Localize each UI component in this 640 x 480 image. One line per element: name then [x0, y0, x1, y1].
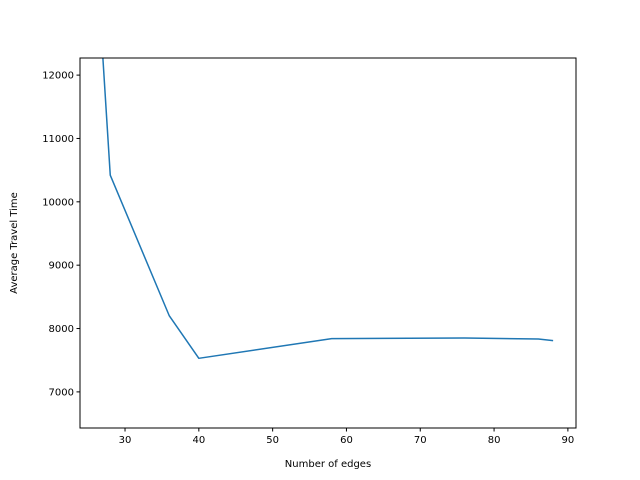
y-axis-label: Average Travel Time [9, 192, 20, 294]
y-tick-label: 7000 [49, 387, 74, 398]
x-tick-label: 30 [119, 435, 132, 446]
x-axis-label: Number of edges [285, 459, 371, 470]
x-tick-label: 80 [488, 435, 501, 446]
y-tick-label: 11000 [42, 134, 74, 145]
y-tick-label: 10000 [42, 197, 74, 208]
x-tick-label: 50 [266, 435, 279, 446]
y-tick-label: 9000 [49, 261, 74, 272]
x-tick-label: 70 [414, 435, 427, 446]
series-layer [102, 58, 554, 360]
x-tick-label: 90 [562, 435, 575, 446]
plot-frame [79, 57, 577, 429]
y-tick-label: 12000 [42, 71, 74, 82]
x-tick-label: 60 [340, 435, 353, 446]
x-axis: 30 40 50 60 70 80 90 [119, 428, 575, 446]
series-line [102, 58, 554, 360]
x-tick-label: 40 [192, 435, 205, 446]
y-tick-label: 8000 [49, 324, 74, 335]
y-axis: 7000 8000 9000 10000 11000 12000 [42, 71, 80, 398]
